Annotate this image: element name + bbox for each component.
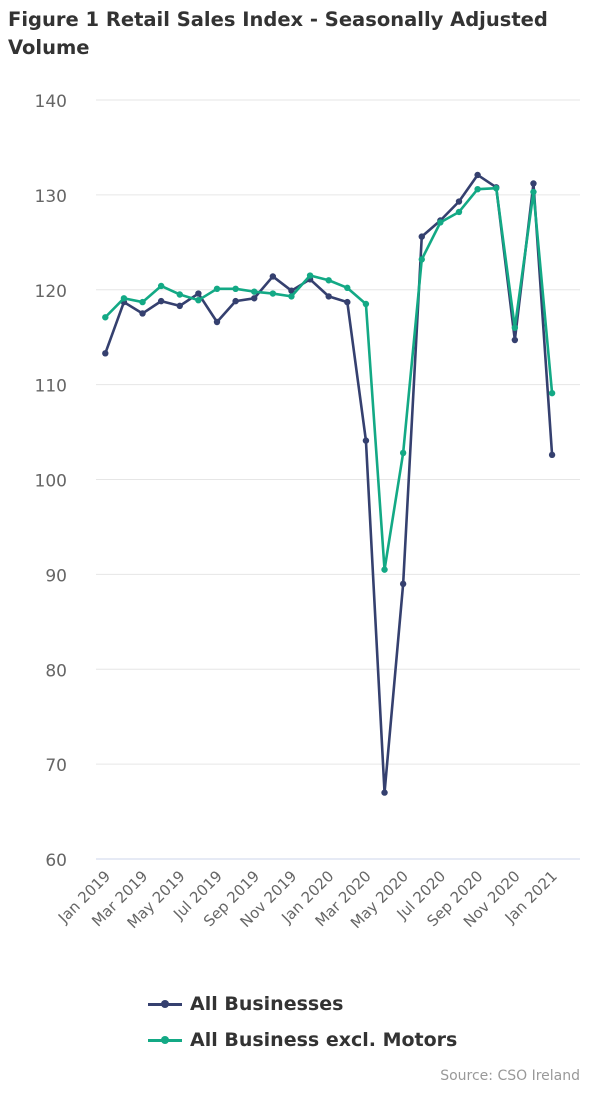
data-point [195,290,202,297]
data-point [474,185,481,193]
data-point [232,285,239,293]
chart-title: Figure 1 Retail Sales Index - Seasonally… [8,8,548,59]
data-point [251,295,258,302]
data-point [474,171,481,179]
y-tick-label: 90 [45,566,67,586]
data-point [399,580,407,588]
series-line [104,186,554,571]
data-point [176,302,183,310]
data-point [381,789,388,796]
data-point [381,566,388,573]
data-point [288,293,295,300]
data-point [344,298,351,306]
data-point [418,233,425,240]
data-point [176,291,183,298]
series-group [102,171,556,796]
data-point [325,277,332,284]
data-point [548,389,556,397]
legend-item-all-businesses[interactable]: All Businesses [148,986,457,1022]
data-point [306,272,314,279]
data-point [251,288,258,295]
data-point [530,188,537,196]
data-point [120,295,128,302]
legend-item-excl-motors[interactable]: All Business excl. Motors [148,1022,457,1058]
y-tick-label: 80 [45,661,67,681]
data-point [511,336,519,344]
series-line [104,173,554,794]
data-point [213,318,221,326]
data-point [157,297,165,305]
legend-label: All Businesses [190,993,344,1015]
y-tick-label: 120 [35,282,67,302]
y-tick-label: 70 [45,756,67,776]
gridlines [96,99,580,765]
data-point [195,296,202,304]
data-point [437,219,444,226]
data-point [530,180,537,187]
y-axis-ticks: 60 70 80 90 100 110 120 130 140 [35,92,67,871]
legend-label: All Business excl. Motors [190,1029,458,1051]
data-point [493,185,500,192]
data-point [325,293,332,300]
y-tick-label: 60 [45,851,67,871]
data-point [399,449,407,457]
y-tick-label: 140 [35,92,67,112]
data-point [269,290,277,297]
source-credit: Source: CSO Ireland [440,1068,580,1084]
y-tick-label: 110 [35,377,67,397]
data-point [102,314,109,321]
legend-swatch-all-businesses [148,997,182,1011]
data-point [548,451,556,459]
data-point [139,310,146,317]
y-tick-label: 100 [35,472,67,492]
legend-swatch-excl-motors [148,1033,182,1047]
series-excl-motors [102,185,556,573]
data-point [232,297,239,305]
data-point [269,273,277,280]
data-point [418,256,425,263]
data-point [213,285,221,293]
data-point [455,198,463,205]
data-point [157,282,165,290]
data-point [139,298,146,306]
legend: All Businesses All Business excl. Motors [148,986,457,1058]
data-point [362,437,370,444]
data-point [344,284,351,292]
series-all-businesses [102,171,556,796]
data-point [511,324,519,331]
data-point [102,350,109,357]
data-point [288,287,295,294]
data-point [455,208,463,216]
data-point [362,300,370,308]
y-tick-label: 130 [35,187,67,207]
